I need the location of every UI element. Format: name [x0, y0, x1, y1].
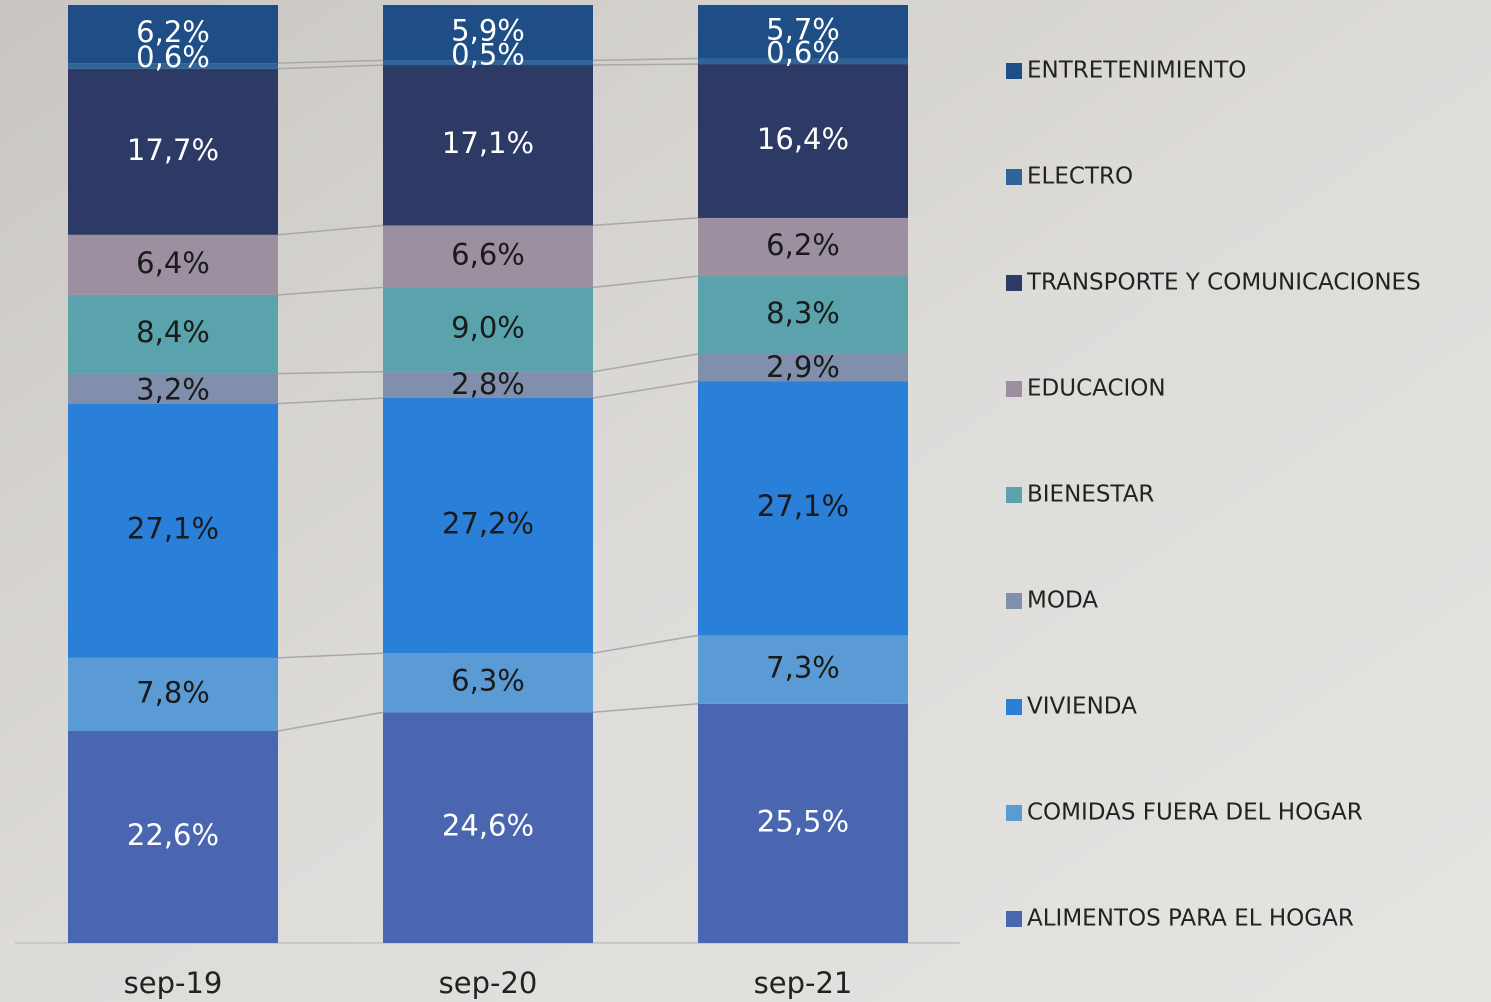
- connector-line: [277, 652, 384, 659]
- bar-segment: [698, 635, 908, 704]
- connector-line: [592, 63, 699, 66]
- data-label: 27,1%: [757, 489, 849, 523]
- bar-segment: [383, 5, 593, 61]
- bar-segment: [383, 653, 593, 713]
- connector-line: [592, 217, 699, 227]
- bar-segment: [383, 287, 593, 372]
- connector-line: [592, 275, 699, 289]
- bar-segment: [698, 5, 908, 59]
- bar-segment: [698, 58, 908, 65]
- bar-segment: [68, 731, 278, 943]
- bar-segment: [383, 60, 593, 66]
- bar-segment: [383, 398, 593, 654]
- data-label: 9,0%: [451, 311, 525, 345]
- data-label: 0,6%: [136, 40, 210, 74]
- connector-line: [277, 64, 384, 70]
- legend-label: ELECTRO: [1027, 164, 1133, 190]
- connector-line: [592, 353, 699, 373]
- data-label: 6,2%: [136, 15, 210, 49]
- data-label: 5,7%: [766, 13, 840, 47]
- bar-segment: [698, 276, 908, 354]
- bar-segment: [383, 225, 593, 288]
- connector-line: [277, 286, 384, 296]
- bar-segment: [698, 703, 908, 943]
- legend-swatch: [1006, 275, 1022, 291]
- data-label: 2,8%: [451, 367, 525, 401]
- legend-swatch: [1006, 63, 1022, 79]
- x-tick-label: sep-20: [439, 966, 538, 1000]
- bar-segment: [68, 5, 278, 64]
- legend-swatch: [1006, 169, 1022, 185]
- legend-swatch: [1006, 699, 1022, 715]
- data-label: 17,7%: [127, 133, 219, 167]
- bar-segment: [68, 403, 278, 658]
- data-label: 27,2%: [442, 507, 534, 541]
- legend-label: ENTRETENIMIENTO: [1027, 58, 1246, 84]
- connector-line: [277, 371, 384, 375]
- bar-segment: [68, 68, 278, 235]
- legend-label: BIENESTAR: [1027, 482, 1154, 508]
- data-label: 22,6%: [127, 818, 219, 852]
- data-label: 5,9%: [451, 14, 525, 48]
- legend-label: COMIDAS FUERA DEL HOGAR: [1027, 800, 1363, 826]
- bar-segment: [68, 373, 278, 404]
- bar-segment: [68, 63, 278, 69]
- bar-segment: [383, 712, 593, 943]
- legend-label: TRANSPORTE Y COMUNICACIONES: [1026, 270, 1421, 296]
- legend-label: EDUCACION: [1027, 376, 1166, 402]
- legend-swatch: [1006, 593, 1022, 609]
- legend-swatch: [1006, 805, 1022, 821]
- bar-segment: [698, 217, 908, 277]
- data-label: 8,4%: [136, 315, 210, 349]
- connector-line: [277, 711, 384, 732]
- bar-segment: [698, 353, 908, 382]
- legend-label: ALIMENTOS PARA EL HOGAR: [1027, 906, 1354, 932]
- legend-swatch: [1006, 911, 1022, 927]
- bar-segment: [68, 657, 278, 732]
- connector-line: [277, 224, 384, 236]
- bar-segment: [383, 371, 593, 399]
- data-label: 0,5%: [451, 37, 525, 71]
- data-label: 7,3%: [766, 651, 840, 685]
- data-label: 3,2%: [136, 373, 210, 407]
- data-label: 17,1%: [442, 126, 534, 160]
- data-label: 27,1%: [127, 512, 219, 546]
- bar-segment: [68, 294, 278, 374]
- connector-line: [277, 59, 384, 64]
- x-tick-label: sep-19: [124, 966, 223, 1000]
- connector-line: [592, 57, 699, 62]
- connector-line: [592, 703, 699, 713]
- legend-label: MODA: [1027, 588, 1098, 614]
- data-label: 7,8%: [136, 675, 210, 709]
- bar-segment: [698, 64, 908, 218]
- data-label: 0,6%: [766, 35, 840, 69]
- bar-segment: [68, 234, 278, 295]
- legend-label: VIVIENDA: [1027, 694, 1137, 720]
- data-label: 8,3%: [766, 296, 840, 330]
- data-label: 2,9%: [766, 350, 840, 384]
- data-label: 6,6%: [451, 237, 525, 271]
- data-label: 24,6%: [442, 809, 534, 843]
- data-label: 6,2%: [766, 228, 840, 262]
- connector-line: [592, 634, 699, 654]
- x-tick-label: sep-21: [754, 966, 853, 1000]
- data-label: 6,3%: [451, 664, 525, 698]
- connector-line: [277, 397, 384, 405]
- data-label: 16,4%: [757, 122, 849, 156]
- data-label: 6,4%: [136, 246, 210, 280]
- legend-swatch: [1006, 381, 1022, 397]
- connector-line: [592, 380, 699, 399]
- legend-swatch: [1006, 487, 1022, 503]
- bar-segment: [698, 381, 908, 636]
- data-label: 25,5%: [757, 804, 849, 838]
- bar-segment: [383, 65, 593, 226]
